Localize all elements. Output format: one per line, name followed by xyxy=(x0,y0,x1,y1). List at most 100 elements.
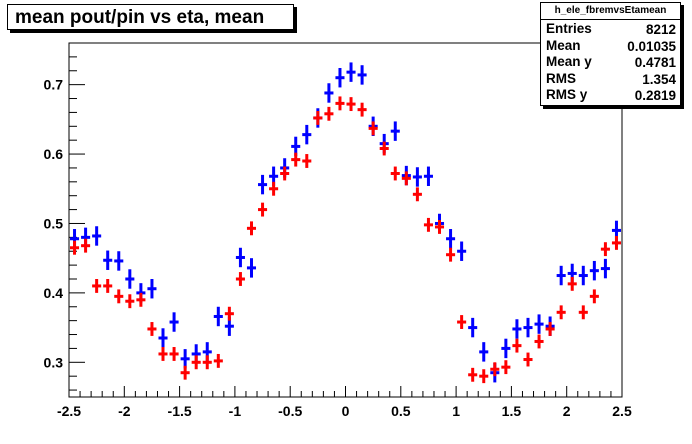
x-tick-label: 1 xyxy=(452,403,460,419)
data-point xyxy=(512,338,522,353)
data-point xyxy=(169,347,179,361)
data-point xyxy=(346,62,356,82)
stats-value: 8212 xyxy=(645,22,676,37)
data-point xyxy=(523,317,533,338)
x-tick-label: -0.5 xyxy=(278,403,302,419)
data-point xyxy=(324,106,334,121)
axis-tick-labels: -2.5 -2 -1.5 -1 -0.5 0 0.5 1 1.5 2 2.5 0.3 0.4 0.5 0.6… xyxy=(44,77,632,419)
data-point xyxy=(423,217,433,232)
stats-key: RMS xyxy=(546,70,576,86)
x-tick-label: 2 xyxy=(563,403,571,419)
y-tick-label: 0.4 xyxy=(44,285,64,301)
x-tick-label: 0 xyxy=(342,403,350,419)
data-point xyxy=(335,96,345,111)
data-point xyxy=(357,65,367,85)
data-point xyxy=(235,247,245,268)
data-point xyxy=(147,322,157,336)
data-point xyxy=(103,250,113,270)
data-point xyxy=(578,265,588,286)
stats-row-mean-y: Mean y 0.4781 xyxy=(541,53,680,70)
data-point xyxy=(335,67,345,88)
data-point xyxy=(235,272,245,286)
data-point xyxy=(202,355,212,370)
y-tick-label: 0.5 xyxy=(44,215,64,231)
x-tick-label: -2 xyxy=(118,403,131,419)
data-point xyxy=(147,279,157,299)
plot-title-text: mean pout/pin vs eta, mean xyxy=(15,7,265,28)
data-point xyxy=(180,365,190,380)
stats-value: 1.354 xyxy=(642,71,676,87)
y-tick-label: 0.7 xyxy=(44,77,64,93)
data-point xyxy=(92,279,102,293)
data-point xyxy=(556,265,566,286)
data-point xyxy=(280,166,290,181)
stats-value: 0.2819 xyxy=(634,88,676,103)
data-point xyxy=(258,202,268,217)
axis-ticks xyxy=(68,42,623,397)
data-point xyxy=(246,221,257,236)
data-point xyxy=(114,289,124,304)
x-tick-label: -1.5 xyxy=(168,403,192,419)
data-point xyxy=(479,342,489,362)
stats-value: 0.01035 xyxy=(627,38,676,54)
stats-key: Mean y xyxy=(546,54,592,69)
x-tick-label: -1 xyxy=(229,403,242,419)
data-point xyxy=(291,152,301,167)
data-point xyxy=(169,312,179,332)
data-point xyxy=(158,328,168,348)
series-1 xyxy=(70,96,621,384)
x-tick-label: -2.5 xyxy=(57,403,81,419)
data-point xyxy=(567,276,577,291)
data-point xyxy=(468,317,478,338)
data-point xyxy=(81,238,91,253)
data-point xyxy=(600,242,610,257)
data-point xyxy=(368,121,378,136)
data-point xyxy=(390,166,400,181)
data-point xyxy=(446,247,456,262)
data-point xyxy=(600,258,610,279)
stats-box: h_ele_fbremvsEtamean Entries 8212 Mean 0… xyxy=(540,2,681,106)
data-point xyxy=(457,241,467,261)
x-tick-label: 2.5 xyxy=(612,403,632,419)
data-point xyxy=(213,353,223,368)
data-point xyxy=(589,289,599,304)
stats-value: 0.4781 xyxy=(634,55,676,70)
y-tick-label: 0.6 xyxy=(44,146,64,162)
y-tick-label: 0.3 xyxy=(44,354,64,370)
data-point xyxy=(490,362,500,377)
data-point xyxy=(246,258,257,278)
data-point xyxy=(379,141,389,156)
data-point xyxy=(401,171,411,186)
data-point xyxy=(468,367,478,382)
data-point xyxy=(545,322,555,336)
data-point xyxy=(446,229,456,249)
data-point xyxy=(412,167,422,187)
stats-key: Mean xyxy=(546,37,581,53)
plot-title: mean pout/pin vs eta, mean xyxy=(7,4,294,30)
stats-box-name: h_ele_fbremvsEtamean xyxy=(541,3,680,20)
data-point xyxy=(523,352,533,367)
data-point xyxy=(324,83,334,103)
data-point xyxy=(114,251,124,271)
data-point xyxy=(357,102,367,117)
stats-key: Entries xyxy=(546,21,592,36)
stats-key: RMS y xyxy=(546,87,588,102)
data-point xyxy=(125,294,135,309)
data-point xyxy=(125,269,135,289)
data-point xyxy=(501,360,511,375)
data-point xyxy=(213,306,223,327)
data-point xyxy=(258,174,268,195)
data-point xyxy=(479,369,489,384)
data-point xyxy=(269,181,279,196)
stats-row-rms: RMS 1.354 xyxy=(541,70,680,87)
data-point xyxy=(313,111,323,125)
data-point xyxy=(534,314,544,334)
data-point xyxy=(302,154,312,168)
data-point xyxy=(302,124,312,145)
stats-row-entries: Entries 8212 xyxy=(541,20,680,37)
data-point xyxy=(457,315,467,329)
data-point xyxy=(158,347,168,361)
data-point xyxy=(103,279,113,293)
x-tick-label: 1.5 xyxy=(502,403,522,419)
x-tick-label: 0.5 xyxy=(391,403,411,419)
